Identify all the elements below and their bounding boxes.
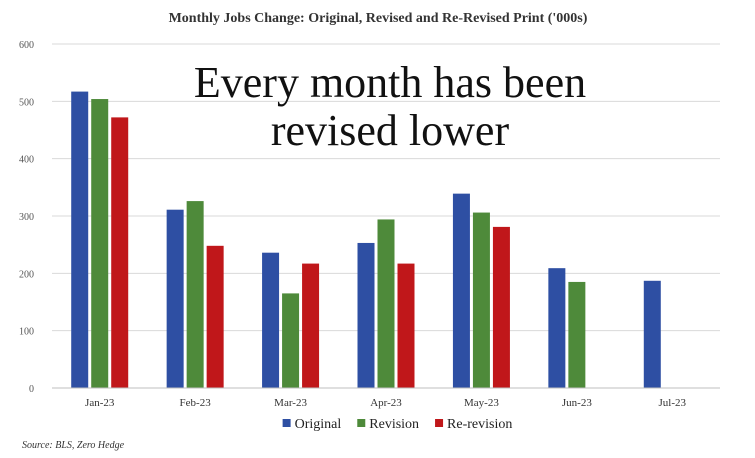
bar-original-jul-23 xyxy=(643,280,661,388)
legend-label: Re-revision xyxy=(447,417,512,432)
x-tick-label: Apr-23 xyxy=(370,397,402,409)
legend-swatch xyxy=(435,419,444,427)
x-tick-label: Jan-23 xyxy=(85,397,115,409)
y-axis-ticks: 0 100 200 300 400 500 600 xyxy=(19,40,34,395)
annotation-line-2: revised lower xyxy=(271,106,510,155)
bar-re-revision-may-23 xyxy=(492,226,510,388)
legend-item: Original xyxy=(282,417,342,432)
y-tick-label: 0 xyxy=(29,384,34,395)
legend-swatch xyxy=(357,419,366,427)
legend-label: Original xyxy=(295,417,342,432)
y-tick-label: 400 xyxy=(19,155,34,166)
bar-re-revision-feb-23 xyxy=(206,245,224,388)
bar-original-apr-23 xyxy=(357,242,375,388)
legend-item: Re-revision xyxy=(435,417,512,432)
x-tick-label: May-23 xyxy=(464,397,499,409)
x-tick-label: Mar-23 xyxy=(274,397,307,409)
bar-revision-apr-23 xyxy=(377,219,395,388)
legend-swatch xyxy=(282,419,291,427)
legend-item: Revision xyxy=(357,417,419,432)
y-tick-label: 500 xyxy=(19,97,34,108)
y-tick-label: 100 xyxy=(19,327,34,338)
bar-revision-jun-23 xyxy=(568,281,586,388)
bar-original-mar-23 xyxy=(262,252,280,388)
y-tick-label: 200 xyxy=(19,269,34,280)
bars xyxy=(71,91,661,389)
bar-re-revision-apr-23 xyxy=(397,263,415,388)
bar-original-jan-23 xyxy=(71,91,89,388)
x-tick-label: Jun-23 xyxy=(562,397,592,409)
bar-revision-jan-23 xyxy=(91,99,109,388)
bar-re-revision-mar-23 xyxy=(302,263,320,388)
annotation: Every month has been revised lower xyxy=(194,58,586,155)
bar-revision-may-23 xyxy=(472,212,490,388)
source-note: Source: BLS, Zero Hedge xyxy=(22,440,125,451)
legend: Original Revision Re-revision xyxy=(282,417,512,432)
x-tick-label: Jul-23 xyxy=(659,397,687,409)
chart-title: Monthly Jobs Change: Original, Revised a… xyxy=(169,11,588,26)
bar-original-jun-23 xyxy=(548,268,566,388)
x-axis-ticks: Jan-23 Feb-23 Mar-23 Apr-23 May-23 Jun-23 Jul-… xyxy=(85,397,686,409)
y-tick-label: 600 xyxy=(19,40,34,51)
bar-re-revision-jan-23 xyxy=(111,117,129,389)
bar-original-feb-23 xyxy=(166,209,184,388)
y-tick-label: 300 xyxy=(19,212,34,223)
x-tick-label: Feb-23 xyxy=(180,397,212,409)
bar-revision-feb-23 xyxy=(186,201,204,388)
bar-revision-mar-23 xyxy=(282,293,300,388)
legend-label: Revision xyxy=(369,417,419,432)
bar-original-may-23 xyxy=(452,193,470,388)
annotation-line-1: Every month has been xyxy=(194,58,586,107)
